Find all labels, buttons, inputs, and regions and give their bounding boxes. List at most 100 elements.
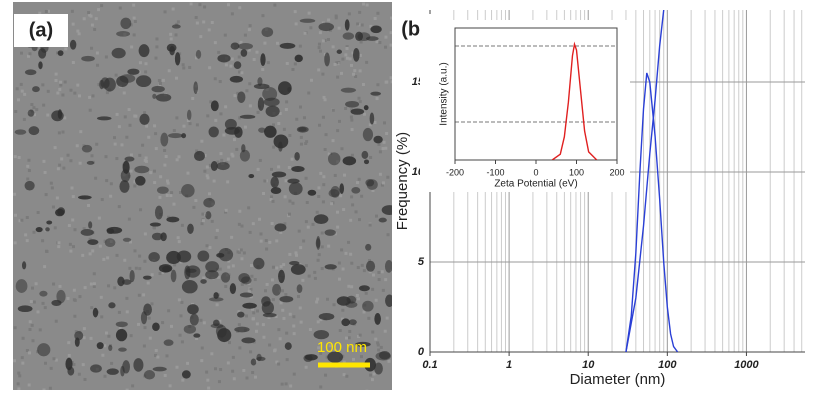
texture xyxy=(351,51,355,55)
texture xyxy=(334,14,338,18)
texture xyxy=(199,318,203,322)
texture xyxy=(138,267,142,271)
particle xyxy=(350,108,365,115)
particle xyxy=(342,156,357,166)
texture xyxy=(377,270,381,274)
texture xyxy=(127,217,131,221)
texture xyxy=(210,219,214,223)
inset-frame xyxy=(454,27,618,161)
particle xyxy=(138,44,150,58)
texture xyxy=(38,11,42,15)
texture xyxy=(97,216,101,220)
texture xyxy=(78,295,82,299)
texture xyxy=(288,199,292,203)
x-tick-label: 0 xyxy=(533,167,538,177)
texture xyxy=(380,183,384,187)
texture xyxy=(259,232,263,236)
texture xyxy=(289,384,293,388)
texture xyxy=(333,62,337,66)
particle xyxy=(345,100,360,108)
particle xyxy=(384,259,392,273)
texture xyxy=(238,6,242,10)
texture xyxy=(71,22,75,26)
texture xyxy=(239,40,243,44)
texture xyxy=(132,3,136,7)
texture xyxy=(378,41,382,45)
texture xyxy=(294,22,298,26)
texture xyxy=(179,190,183,194)
particle xyxy=(358,285,370,292)
label-box xyxy=(14,14,68,47)
texture xyxy=(209,100,213,104)
texture xyxy=(125,135,129,139)
texture xyxy=(313,276,317,280)
texture xyxy=(143,259,147,263)
texture xyxy=(350,261,354,265)
texture xyxy=(233,94,237,98)
texture xyxy=(21,361,25,365)
particle xyxy=(160,132,169,147)
texture xyxy=(256,167,260,171)
particle xyxy=(116,31,131,37)
texture xyxy=(220,158,224,162)
particle xyxy=(355,31,364,42)
texture xyxy=(376,343,380,347)
x-tick-label: 1000 xyxy=(734,359,759,371)
texture xyxy=(226,157,230,161)
texture xyxy=(115,157,119,161)
texture xyxy=(142,344,146,348)
particle xyxy=(194,150,205,162)
particle xyxy=(303,354,313,362)
texture xyxy=(207,28,211,32)
texture xyxy=(361,83,365,87)
particle xyxy=(135,175,146,186)
texture xyxy=(72,362,76,366)
texture xyxy=(68,242,72,246)
texture xyxy=(99,295,103,299)
texture xyxy=(238,209,242,213)
particle xyxy=(239,149,251,162)
texture xyxy=(155,37,159,41)
particle xyxy=(263,97,280,107)
particle xyxy=(189,313,199,326)
particle xyxy=(270,187,282,194)
texture xyxy=(49,366,53,370)
texture xyxy=(172,202,176,206)
texture xyxy=(302,116,306,120)
texture xyxy=(219,368,223,372)
texture xyxy=(270,195,274,199)
particle xyxy=(364,357,376,372)
texture xyxy=(240,224,244,228)
particle xyxy=(279,42,296,49)
tem-image xyxy=(13,2,392,390)
texture xyxy=(191,96,195,100)
texture xyxy=(48,386,52,390)
texture xyxy=(154,56,158,60)
texture xyxy=(311,222,315,226)
particle xyxy=(366,260,376,272)
texture xyxy=(258,158,262,162)
texture xyxy=(205,370,209,374)
texture xyxy=(324,133,328,137)
texture xyxy=(274,314,278,318)
particle xyxy=(379,350,391,360)
texture xyxy=(66,153,70,157)
texture xyxy=(285,358,289,362)
texture xyxy=(78,161,82,165)
texture xyxy=(16,98,20,102)
texture xyxy=(180,223,184,227)
particle xyxy=(108,302,116,309)
texture xyxy=(249,264,253,268)
texture xyxy=(109,182,113,186)
texture xyxy=(384,35,388,39)
texture xyxy=(337,277,341,281)
texture xyxy=(20,51,24,55)
texture xyxy=(369,24,373,28)
texture xyxy=(231,369,235,373)
texture xyxy=(315,210,319,214)
texture xyxy=(147,316,151,320)
x-axis-title: Zeta Potential (eV) xyxy=(494,179,577,190)
particle xyxy=(274,223,287,232)
texture xyxy=(32,230,36,234)
